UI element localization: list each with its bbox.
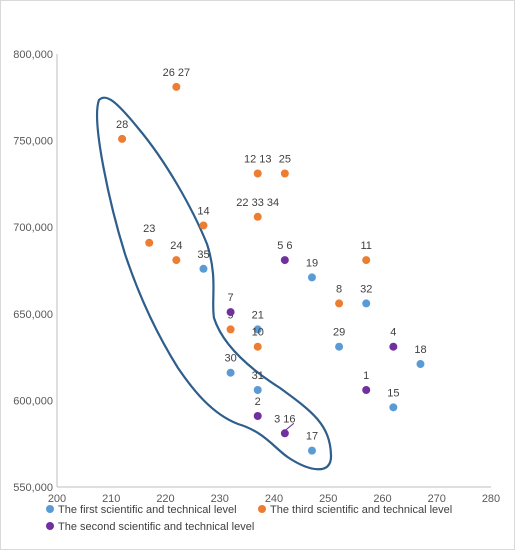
- x-tick-label: 270: [428, 493, 446, 505]
- data-point: [362, 256, 371, 265]
- data-point: [280, 256, 289, 265]
- data-label: 29: [333, 327, 345, 339]
- data-label: 30: [224, 353, 236, 365]
- data-point: [253, 169, 262, 178]
- data-label: 3 16: [274, 413, 295, 425]
- data-label: 11: [361, 240, 372, 252]
- legend-label: The second scientific and technical leve…: [58, 521, 254, 533]
- data-point: [280, 429, 289, 438]
- data-point: [253, 386, 262, 395]
- data-label: 5 6: [277, 240, 292, 252]
- data-label: 14: [197, 205, 209, 217]
- x-tick-label: 230: [211, 493, 229, 505]
- data-label: 35: [197, 249, 209, 261]
- data-point: [253, 325, 262, 334]
- data-point: [389, 403, 398, 412]
- data-point: [118, 134, 127, 143]
- data-label: 22 33 34: [236, 197, 279, 209]
- data-point: [280, 169, 289, 178]
- data-point: [145, 238, 154, 247]
- data-point: [335, 299, 344, 308]
- data-label: 7: [228, 292, 234, 304]
- data-point: [335, 342, 344, 351]
- x-tick-label: 250: [319, 493, 337, 505]
- enclosing-outline: [96, 96, 333, 471]
- data-label: 25: [279, 154, 291, 166]
- data-label: 23: [143, 223, 155, 235]
- data-label: 31: [252, 370, 264, 382]
- data-label: 21: [252, 309, 264, 321]
- data-point: [199, 264, 208, 273]
- data-label: 26 27: [163, 67, 191, 79]
- x-tick-label: 210: [102, 493, 120, 505]
- data-point: [226, 368, 235, 377]
- y-tick-label: 750,000: [13, 136, 53, 148]
- data-point: [307, 446, 316, 455]
- data-point: [253, 411, 262, 420]
- data-label: 15: [387, 387, 399, 399]
- x-tick-label: 280: [482, 493, 500, 505]
- data-point: [172, 256, 181, 265]
- data-label: 18: [414, 344, 426, 356]
- data-point: [199, 221, 208, 230]
- x-tick-label: 260: [373, 493, 391, 505]
- data-point: [253, 342, 262, 351]
- y-tick-label: 550,000: [13, 482, 53, 494]
- data-point: [307, 273, 316, 282]
- data-label: 24: [170, 240, 182, 252]
- data-point: [362, 386, 371, 395]
- legend-label: The third scientific and technical level: [270, 504, 452, 516]
- x-tick-label: 240: [265, 493, 283, 505]
- data-label: 32: [360, 283, 372, 295]
- y-tick-label: 800,000: [13, 49, 53, 61]
- data-label: 28: [116, 119, 128, 131]
- legend-label: The first scientific and technical level: [58, 504, 237, 516]
- data-label: 2: [255, 396, 261, 408]
- data-label: 1: [363, 370, 369, 382]
- y-tick-label: 650,000: [13, 309, 53, 321]
- legend-marker: [258, 505, 266, 513]
- y-tick-label: 600,000: [13, 395, 53, 407]
- data-point: [226, 308, 235, 317]
- data-label: 12 13: [244, 154, 272, 166]
- data-label: 8: [336, 283, 342, 295]
- data-label: 10: [252, 327, 264, 339]
- data-label: 4: [390, 327, 396, 339]
- y-tick-label: 700,000: [13, 222, 53, 234]
- data-point: [226, 325, 235, 334]
- x-tick-label: 220: [156, 493, 174, 505]
- legend-marker: [46, 505, 54, 513]
- data-point: [253, 212, 262, 221]
- data-point: [362, 299, 371, 308]
- data-point: [389, 342, 398, 351]
- x-tick-label: 200: [48, 493, 66, 505]
- data-point: [416, 360, 425, 369]
- data-label: 19: [306, 257, 318, 269]
- data-label: 17: [306, 431, 318, 443]
- legend-marker: [46, 522, 54, 530]
- data-point: [172, 82, 181, 91]
